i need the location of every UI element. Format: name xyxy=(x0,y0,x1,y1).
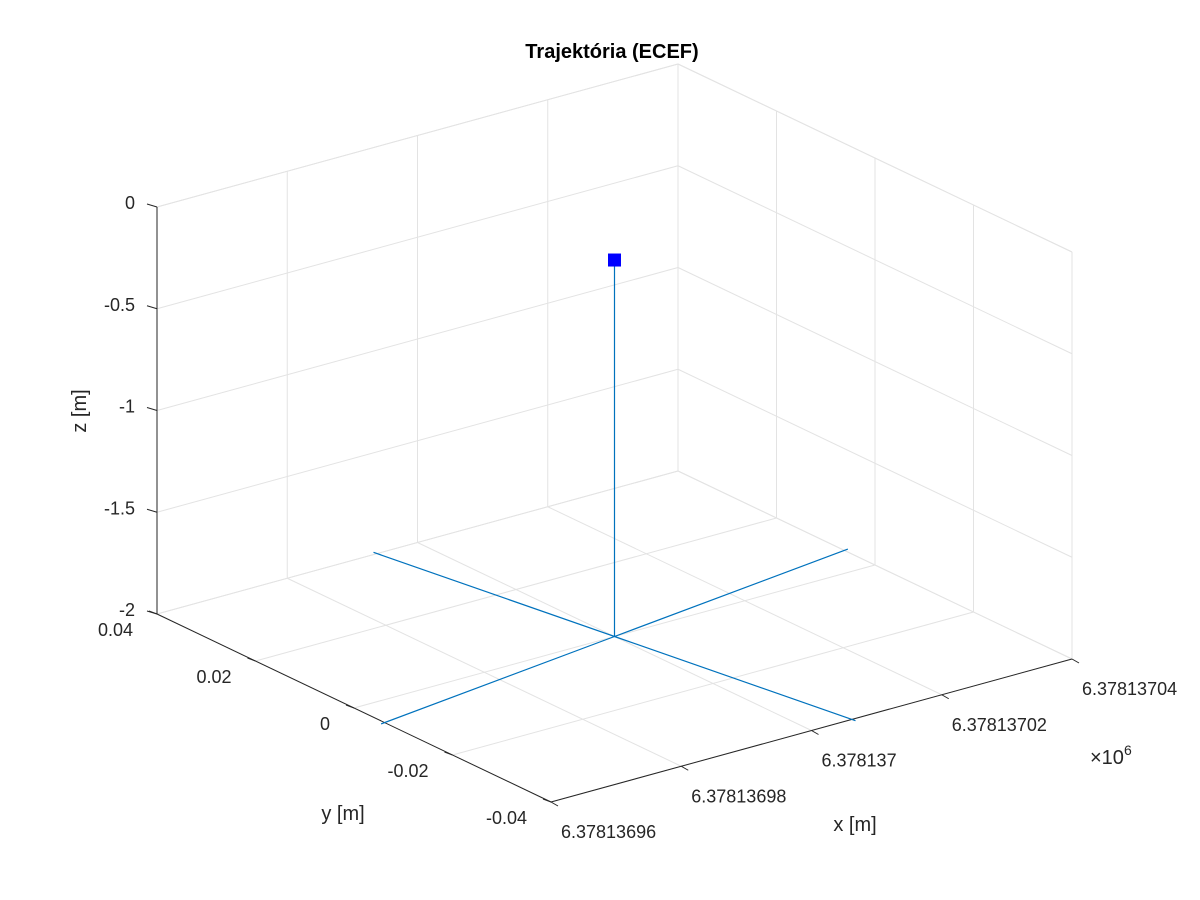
grid-line-wall-xz-z xyxy=(156,470,679,615)
y-tick-label: -0.04 xyxy=(486,808,527,828)
grid-line-wall-xz-z xyxy=(156,165,679,310)
axes-layer: 6.37813696 6.37813698 6.378137 6.37813702 6.… xyxy=(98,193,1177,842)
position-marker xyxy=(608,253,621,267)
z-tick xyxy=(146,305,158,310)
z-tick-label: -2 xyxy=(119,600,135,620)
x-tick xyxy=(681,765,689,771)
x-tick-label: 6.37813698 xyxy=(691,786,786,806)
z-tick xyxy=(146,203,158,208)
z-tick xyxy=(146,407,158,411)
grid-line-floor-y xyxy=(255,517,777,662)
z-axis-label: z [m] xyxy=(69,389,91,432)
x-axis-label: x [m] xyxy=(833,814,876,836)
z-tick xyxy=(146,610,158,615)
x-tick xyxy=(1071,658,1080,664)
trajectory-segment xyxy=(373,551,615,638)
x-tick xyxy=(550,801,559,807)
x-axis-exponent-base: ×10 xyxy=(1090,747,1124,769)
x-axis-exponent-power: 6 xyxy=(1124,742,1132,758)
x-tick-label: 6.37813704 xyxy=(1082,679,1177,699)
trajectory-segment xyxy=(614,635,856,722)
grid-line-wall-yz-z xyxy=(677,368,1073,558)
z-tick-label: -1.5 xyxy=(104,498,135,518)
grid-line-wall-yz-z xyxy=(677,267,1073,456)
x-tick-label: 6.37813696 xyxy=(561,822,656,842)
x-tick xyxy=(941,694,949,700)
z-tick xyxy=(146,508,158,513)
x-tick xyxy=(811,730,819,735)
pane-edge-top-right xyxy=(677,63,1073,253)
grid-line-wall-xz-z xyxy=(156,368,679,513)
x-axis-exponent: ×106 xyxy=(1090,742,1132,769)
trajectory-segment xyxy=(380,635,615,725)
y-tick-label: 0.02 xyxy=(196,667,231,687)
y-tick xyxy=(345,704,355,709)
y-tick xyxy=(542,798,552,803)
z-tick-label: 0 xyxy=(125,193,135,213)
y-tick xyxy=(247,657,256,662)
x-tick-label: 6.378137 xyxy=(822,751,897,771)
y-tick-label: 0 xyxy=(320,714,330,734)
x-tick-label: 6.37813702 xyxy=(952,715,1047,735)
label-layer: Trajektória (ECEF) z [m] y [m] x [m] ×10… xyxy=(69,41,1132,836)
y-tick-label: 0.04 xyxy=(98,620,133,640)
grid-line-floor-y xyxy=(452,611,974,756)
grid-line-wall-yz-z xyxy=(677,165,1073,355)
z-tick-label: -0.5 xyxy=(104,295,135,315)
y-tick xyxy=(444,751,453,756)
z-tick-label: -1 xyxy=(119,397,135,417)
pane-edge-top-back xyxy=(156,63,679,208)
trajectory-segment xyxy=(614,548,849,638)
y-tick-label: -0.02 xyxy=(387,761,428,781)
y-axis-label: y [m] xyxy=(321,803,364,825)
chart-title: Trajektória (ECEF) xyxy=(525,41,698,63)
grid-line-wall-yz-z xyxy=(677,470,1073,660)
grid-line-wall-xz-z xyxy=(156,267,679,411)
data-layer xyxy=(373,253,856,725)
